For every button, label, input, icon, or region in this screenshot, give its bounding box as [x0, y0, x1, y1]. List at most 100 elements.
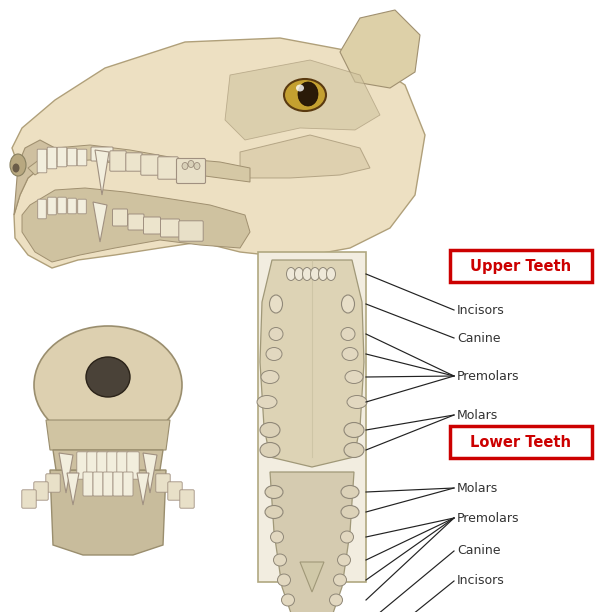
Polygon shape [28, 145, 250, 182]
Ellipse shape [311, 267, 320, 280]
FancyBboxPatch shape [67, 148, 77, 166]
Ellipse shape [261, 370, 279, 384]
FancyBboxPatch shape [123, 472, 133, 496]
Text: Molars: Molars [457, 482, 498, 494]
Ellipse shape [333, 574, 346, 586]
Ellipse shape [194, 163, 200, 170]
Ellipse shape [269, 327, 283, 340]
Polygon shape [260, 260, 364, 467]
Text: Lower Teeth: Lower Teeth [470, 435, 571, 449]
Ellipse shape [295, 267, 303, 280]
Polygon shape [340, 10, 420, 88]
Polygon shape [95, 150, 109, 195]
Text: Canine: Canine [457, 545, 501, 558]
FancyBboxPatch shape [48, 197, 57, 215]
Ellipse shape [282, 594, 295, 606]
FancyBboxPatch shape [450, 426, 592, 458]
Polygon shape [300, 562, 324, 592]
FancyBboxPatch shape [143, 217, 161, 234]
FancyBboxPatch shape [77, 452, 89, 479]
Polygon shape [137, 473, 149, 505]
FancyBboxPatch shape [97, 452, 109, 482]
FancyBboxPatch shape [77, 199, 86, 214]
Ellipse shape [86, 357, 130, 397]
Ellipse shape [269, 295, 282, 313]
Polygon shape [93, 202, 107, 242]
FancyBboxPatch shape [103, 472, 113, 496]
Ellipse shape [344, 422, 364, 438]
Polygon shape [46, 420, 170, 450]
Text: Molars: Molars [457, 408, 498, 422]
Ellipse shape [266, 348, 282, 360]
Ellipse shape [271, 531, 284, 543]
FancyBboxPatch shape [450, 250, 592, 282]
Ellipse shape [284, 79, 326, 111]
FancyBboxPatch shape [22, 490, 36, 508]
Ellipse shape [260, 422, 280, 438]
FancyBboxPatch shape [68, 198, 76, 214]
Ellipse shape [287, 267, 295, 280]
Polygon shape [59, 453, 73, 493]
Ellipse shape [12, 163, 20, 173]
Text: Premolars: Premolars [457, 512, 520, 524]
FancyBboxPatch shape [38, 199, 46, 219]
Ellipse shape [327, 267, 336, 280]
FancyBboxPatch shape [87, 452, 99, 479]
FancyBboxPatch shape [47, 147, 57, 169]
Ellipse shape [319, 267, 328, 280]
FancyBboxPatch shape [37, 149, 47, 173]
FancyBboxPatch shape [128, 214, 144, 230]
FancyBboxPatch shape [57, 147, 67, 167]
Ellipse shape [265, 506, 283, 518]
FancyBboxPatch shape [113, 472, 123, 496]
Polygon shape [12, 38, 425, 268]
FancyBboxPatch shape [141, 155, 159, 175]
Bar [258, 252, 366, 582]
FancyBboxPatch shape [77, 149, 87, 166]
Text: Incisors: Incisors [457, 575, 505, 588]
Text: Incisors: Incisors [457, 304, 505, 316]
FancyBboxPatch shape [180, 490, 194, 508]
Polygon shape [67, 473, 79, 505]
FancyBboxPatch shape [117, 452, 129, 479]
Polygon shape [143, 453, 157, 493]
FancyBboxPatch shape [58, 197, 66, 214]
Polygon shape [240, 135, 370, 178]
Ellipse shape [182, 163, 188, 170]
Ellipse shape [341, 295, 354, 313]
Text: Premolars: Premolars [457, 370, 520, 382]
Ellipse shape [260, 442, 280, 458]
FancyBboxPatch shape [158, 157, 178, 179]
Ellipse shape [330, 594, 343, 606]
Ellipse shape [347, 395, 367, 408]
Text: Upper Teeth: Upper Teeth [470, 258, 571, 274]
Ellipse shape [277, 574, 290, 586]
Ellipse shape [34, 326, 182, 444]
Polygon shape [14, 140, 55, 215]
FancyBboxPatch shape [177, 159, 205, 184]
Text: Canine: Canine [457, 332, 501, 345]
Ellipse shape [341, 531, 354, 543]
FancyBboxPatch shape [127, 452, 139, 479]
Ellipse shape [188, 160, 194, 168]
Polygon shape [225, 60, 380, 140]
FancyBboxPatch shape [46, 474, 60, 492]
FancyBboxPatch shape [113, 209, 127, 226]
Ellipse shape [341, 485, 359, 499]
FancyBboxPatch shape [156, 474, 170, 492]
Ellipse shape [257, 395, 277, 408]
Ellipse shape [10, 154, 26, 176]
FancyBboxPatch shape [93, 472, 103, 496]
Ellipse shape [341, 506, 359, 518]
Ellipse shape [296, 84, 304, 92]
FancyBboxPatch shape [161, 219, 180, 237]
Polygon shape [270, 472, 354, 612]
FancyBboxPatch shape [126, 153, 142, 171]
FancyBboxPatch shape [107, 452, 119, 482]
FancyBboxPatch shape [179, 221, 203, 241]
FancyBboxPatch shape [110, 151, 126, 171]
Ellipse shape [274, 554, 287, 566]
FancyBboxPatch shape [91, 147, 113, 161]
Ellipse shape [342, 348, 358, 360]
FancyBboxPatch shape [168, 482, 182, 500]
